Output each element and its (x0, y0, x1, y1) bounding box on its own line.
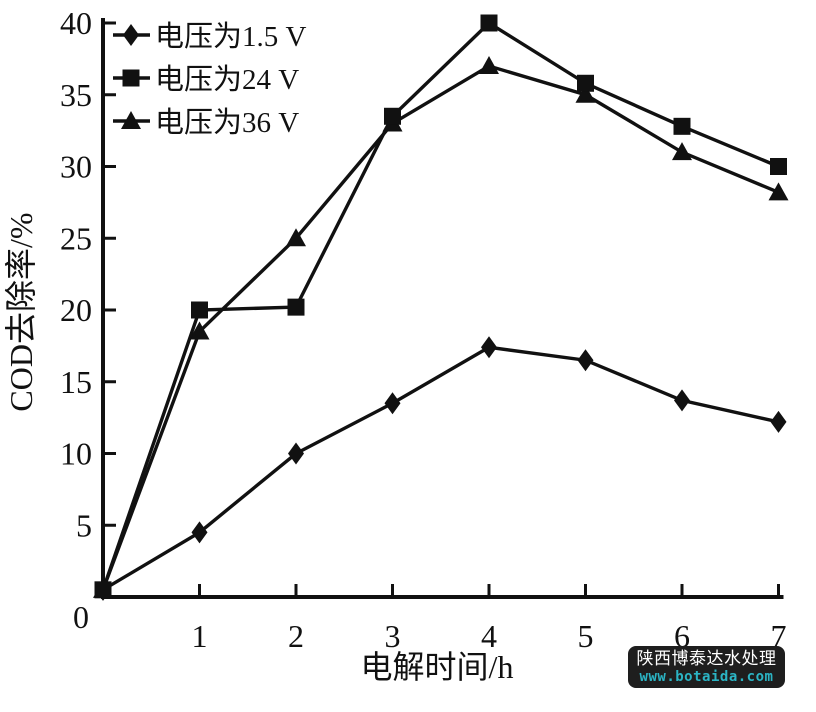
y-axis-title: COD去除率/% (3, 212, 39, 411)
legend-label: 电压为1.5 V (155, 20, 307, 53)
y-tick-label: 5 (76, 507, 92, 543)
series-square (94, 14, 787, 599)
x-tick-label: 5 (578, 618, 594, 654)
y-tick-label: 35 (60, 77, 92, 113)
triangle-marker-icon (121, 111, 141, 129)
square-marker-icon (384, 107, 401, 125)
triangle-marker-icon (286, 228, 306, 247)
triangle-marker-icon (189, 321, 210, 340)
square-marker-icon (480, 14, 498, 32)
diamond-marker-icon (481, 336, 497, 359)
watermark-company-text: 陕西博泰达水处理 (636, 649, 777, 669)
x-tick-label: 4 (481, 618, 497, 654)
legend: 电压为1.5 V 电压为24 V 电压为36 V (113, 20, 307, 139)
origin-tick-label: 0 (73, 599, 89, 635)
x-tick-label: 1 (192, 618, 208, 654)
x-axis-title: 电解时间/h (361, 649, 514, 685)
triangle-marker-icon (768, 182, 789, 201)
triangle-marker-icon (672, 142, 692, 161)
triangle-marker-icon (479, 56, 499, 75)
square-marker-icon (94, 581, 112, 599)
x-tick-label: 7 (771, 618, 787, 654)
diamond-marker-icon (384, 392, 401, 415)
series-diamond (95, 336, 787, 601)
y-tick-label: 20 (60, 292, 92, 328)
y-tick-label: 40 (60, 5, 92, 41)
series-group (93, 14, 789, 601)
series-line (102, 345, 779, 592)
legend-item: 电压为24 V (113, 63, 299, 96)
series-line (101, 64, 780, 591)
triangle-marker-icon (575, 84, 596, 103)
diamond-marker-icon (123, 24, 139, 46)
legend-label: 电压为24 V (155, 63, 299, 96)
square-marker-icon (770, 158, 787, 175)
y-tick-label: 30 (60, 149, 92, 185)
legend-label: 电压为36 V (155, 106, 299, 139)
axes (101, 18, 784, 599)
legend-item: 电压为36 V (113, 106, 299, 139)
watermark-url-text: www.botaida.com (639, 668, 774, 685)
diamond-marker-icon (674, 389, 690, 412)
y-tick-label: 25 (60, 220, 92, 256)
square-marker-icon (191, 301, 208, 319)
square-marker-icon (287, 298, 305, 316)
watermark: 陕西博泰达水处理 www.botaida.com (628, 646, 785, 688)
square-marker-icon (577, 74, 594, 92)
y-tick-label: 10 (60, 436, 92, 472)
diamond-marker-icon (770, 410, 787, 433)
diamond-marker-icon (577, 349, 594, 372)
y-tick-label: 15 (60, 364, 92, 400)
x-tick-label: 2 (288, 618, 304, 654)
series-line (101, 20, 780, 591)
square-marker-icon (673, 117, 691, 135)
square-marker-icon (122, 69, 140, 87)
diamond-marker-icon (191, 521, 208, 544)
tick-labels: 5 10 15 20 25 30 35 40 0 1 2 3 4 5 6 7 (60, 5, 787, 654)
diamond-marker-icon (288, 442, 304, 465)
x-tick-label: 6 (674, 618, 690, 654)
legend-item: 电压为1.5 V (113, 20, 307, 53)
x-tick-label: 3 (385, 618, 401, 654)
